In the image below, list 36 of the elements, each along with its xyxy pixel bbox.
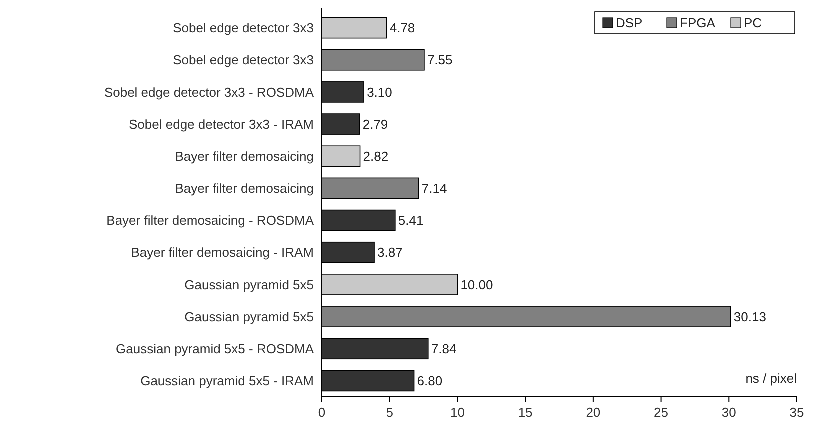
legend-label: PC bbox=[744, 16, 762, 31]
legend-label: FPGA bbox=[680, 16, 716, 31]
data-label: 2.79 bbox=[362, 116, 388, 132]
x-tick-label: 10 bbox=[450, 405, 465, 420]
x-axis-title: ns / pixel bbox=[746, 371, 798, 386]
x-tick-label: 35 bbox=[790, 405, 804, 420]
y-tick-label: Gaussian pyramid 5x5 - ROSDMA bbox=[116, 341, 314, 356]
y-tick-label: Bayer filter demosaicing bbox=[175, 181, 314, 196]
data-label: 7.55 bbox=[427, 52, 453, 68]
y-tick-label: Sobel edge detector 3x3 - IRAM bbox=[129, 116, 314, 132]
x-tick-label: 20 bbox=[586, 405, 601, 420]
data-label: 30.13 bbox=[734, 309, 766, 324]
y-tick-label: Gaussian pyramid 5x5 - IRAM bbox=[140, 374, 314, 389]
data-label: 3.10 bbox=[367, 84, 392, 100]
data-label: 6.80 bbox=[417, 374, 443, 389]
x-tick-label: 30 bbox=[722, 405, 736, 420]
x-tick-label: 5 bbox=[386, 405, 394, 420]
y-tick-label: Bayer filter demosaicing - ROSDMA bbox=[106, 213, 314, 228]
data-label: 10.00 bbox=[460, 277, 494, 292]
x-tick-label: 0 bbox=[318, 405, 326, 420]
data-label: 4.78 bbox=[390, 20, 416, 36]
y-tick-label: Gaussian pyramid 5x5 bbox=[184, 277, 314, 292]
x-tick-label: 25 bbox=[654, 405, 669, 420]
data-label: 7.14 bbox=[422, 181, 448, 196]
data-label: 3.87 bbox=[378, 245, 403, 260]
data-label: 5.41 bbox=[398, 213, 424, 228]
y-tick-label: Sobel edge detector 3x3 bbox=[173, 52, 314, 68]
y-tick-label: Bayer filter demosaicing - IRAM bbox=[131, 245, 314, 260]
y-tick-label: Bayer filter demosaicing bbox=[175, 148, 314, 164]
data-label: 7.84 bbox=[431, 341, 457, 356]
y-tick-label: Sobel edge detector 3x3 bbox=[173, 20, 314, 36]
x-tick-label: 15 bbox=[518, 405, 533, 420]
legend-label: DSP bbox=[616, 16, 643, 31]
data-label: 2.82 bbox=[363, 148, 389, 164]
y-tick-label: Gaussian pyramid 5x5 bbox=[184, 309, 314, 324]
y-tick-label: Sobel edge detector 3x3 - ROSDMA bbox=[104, 84, 314, 100]
